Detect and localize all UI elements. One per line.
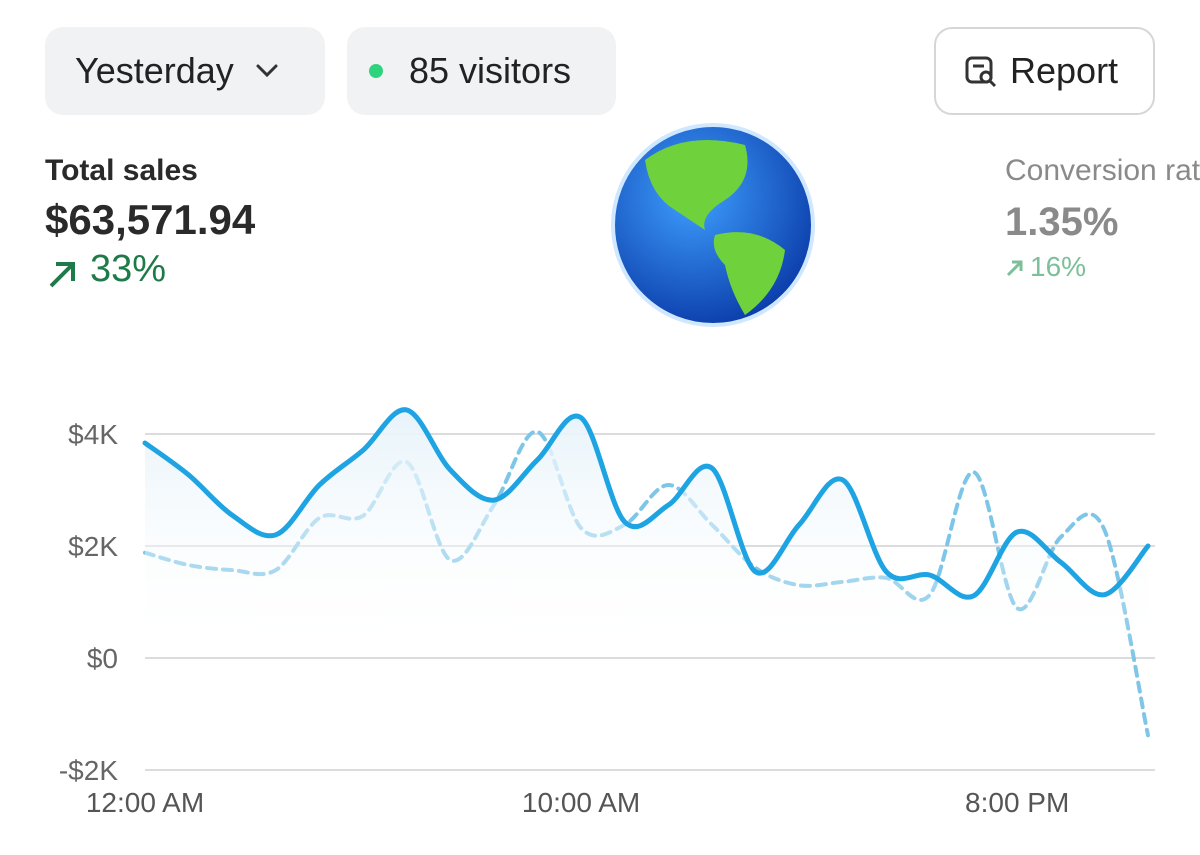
x-tick-label: 8:00 PM bbox=[965, 787, 1069, 818]
up-arrow bbox=[49, 262, 75, 288]
period-text: Yesterday bbox=[75, 50, 234, 91]
visitors-pill[interactable]: 85 visitors bbox=[347, 27, 616, 115]
y-tick-label: $2K bbox=[68, 531, 118, 562]
metric-label: Total sales bbox=[45, 154, 198, 187]
metric-change: 16% bbox=[1030, 251, 1087, 282]
chevron bbox=[256, 64, 278, 78]
report-icon bbox=[965, 56, 997, 88]
up-arrow bbox=[1006, 260, 1023, 277]
metric-label: Conversion rate bbox=[1005, 154, 1200, 187]
report-text: Report bbox=[1010, 50, 1119, 91]
y-tick-label: -$2K bbox=[59, 755, 118, 786]
live-dot bbox=[369, 64, 383, 78]
x-tick-label: 10:00 AM bbox=[522, 787, 640, 818]
globe-icon bbox=[611, 123, 815, 327]
chart: -$2K $0 $2K $4K 12:00 AM 10:00 AM 8:00 PM bbox=[59, 407, 1155, 818]
report-button[interactable]: Report bbox=[934, 27, 1155, 115]
metric-value: $63,571.94 bbox=[45, 196, 256, 243]
x-tick-label: 12:00 AM bbox=[86, 787, 204, 818]
y-tick-label: $4K bbox=[68, 419, 118, 450]
sales-line bbox=[142, 407, 1151, 600]
metric-value: 1.35% bbox=[1005, 200, 1119, 244]
visitors-text: 85 visitors bbox=[409, 50, 572, 91]
y-tick-label: $0 bbox=[87, 643, 118, 674]
area bbox=[145, 409, 1148, 658]
period-dropdown[interactable]: Yesterday bbox=[45, 27, 325, 115]
metric-change: 33% bbox=[90, 248, 167, 290]
